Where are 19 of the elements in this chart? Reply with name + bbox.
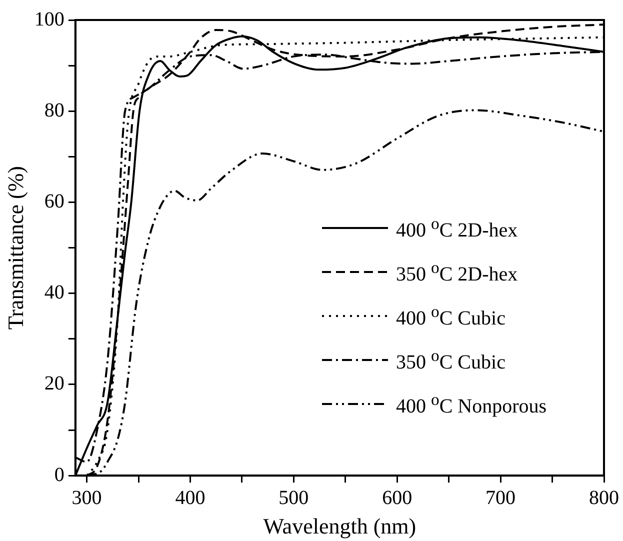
x-tick-label: 800: [589, 486, 619, 509]
legend-label: 400 $^{o}$C 2D-hex: [396, 214, 518, 242]
x-tick-label: 500: [278, 486, 309, 509]
y-tick-label: 100: [34, 8, 64, 30]
y-tick-label: 20: [44, 372, 64, 395]
x-tick-label: 700: [486, 486, 516, 509]
legend-label: 350 $^{o}$C 2D-hex: [396, 258, 518, 286]
y-tick-label: 80: [44, 99, 64, 122]
legend-label: 400 $^{o}$C Nonporous: [396, 390, 547, 418]
x-tick-label: 600: [382, 486, 412, 509]
y-tick-label: 0: [54, 464, 64, 486]
legend-label: 400 $^{o}$C Cubic: [396, 302, 506, 330]
legend-label: 350 $^{o}$C Cubic: [396, 346, 506, 374]
y-tick-label: 60: [44, 190, 64, 212]
x-tick-label: 400: [175, 486, 206, 509]
x-tick-label: 300: [72, 486, 102, 509]
y-axis-title: Transmittance (%): [2, 166, 28, 330]
x-axis-title: Wavelength (nm): [263, 514, 416, 539]
y-tick-label: 40: [44, 282, 64, 304]
